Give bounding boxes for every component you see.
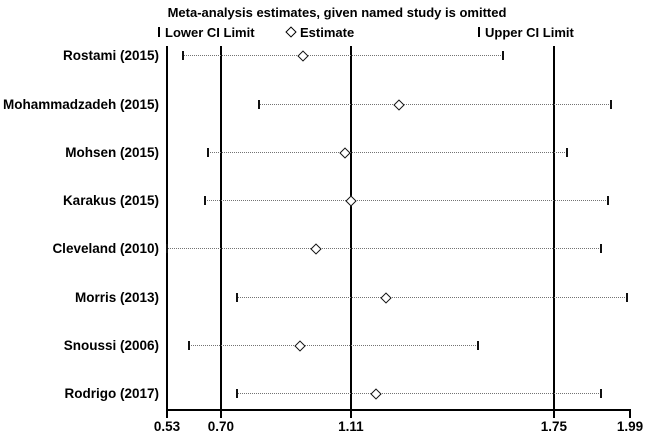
lower-ci-cap [257,99,260,109]
study-label: Karakus (2015) [62,193,159,209]
legend-upper-ci-label: Upper CI Limit [485,24,574,40]
axis-tick [166,411,168,418]
estimate-diamond [345,195,357,207]
reference-line [552,46,555,410]
axis-tick-label: 0.53 [153,419,181,434]
chart-title: Meta-analysis estimates, given named stu… [167,5,507,20]
legend-lower-ci: Lower CI Limit [158,24,255,40]
ci-line [208,151,567,153]
axis-tick-label: 1.11 [338,419,364,434]
legend-estimate: Estimate [285,24,355,40]
estimate-diamond [297,50,310,62]
axis-tick [629,411,631,418]
axis-tick [219,411,222,418]
ci-line [258,103,611,105]
legend-upper-ci: Upper CI Limit [478,24,574,40]
upper-ci-cap [625,292,628,302]
axis-tick [349,411,352,418]
upper-ci-cap [565,147,568,157]
upper-ci-cap [609,99,612,109]
reference-line [219,46,222,410]
x-axis-line [166,409,631,411]
reference-line [349,46,352,410]
estimate-diamond [338,147,351,159]
study-label: Rodrigo (2017) [64,386,159,402]
estimate-diamond [294,340,306,352]
upper-ci-cap [600,244,603,254]
study-label: Morris (2013) [74,289,159,305]
ci-line [236,393,602,395]
upper-ci-cap [606,196,609,206]
estimate-diamond-icon [285,26,297,38]
lower-ci-cap [204,196,207,206]
axis-tick [552,411,555,418]
study-label: Snoussi (2006) [63,338,159,353]
legend-lower-ci-label: Lower CI Limit [165,24,255,40]
y-axis-line [166,46,168,410]
study-label: Rostami (2015) [62,48,159,64]
axis-tick-label: 0.70 [207,419,235,434]
upper-ci-cap [476,341,479,350]
lower-ci-cap [235,389,238,399]
ci-line [189,345,478,346]
lower-ci-cap [207,147,210,157]
upper-ci-marker-icon [478,27,480,37]
axis-tick-label: 1.99 [616,419,644,434]
study-label: Cleveland (2010) [52,241,159,257]
lower-ci-marker-icon [158,27,160,37]
study-label: Mohsen (2015) [65,144,159,160]
estimate-diamond [380,292,392,304]
ci-line [182,55,504,57]
estimate-diamond [392,98,405,111]
axis-tick-label: 1.75 [540,419,568,434]
study-label: Mohammadzadeh (2015) [2,96,159,112]
lower-ci-cap [188,341,191,350]
upper-ci-cap [502,51,505,61]
estimate-diamond [310,243,322,256]
ci-line [205,200,608,202]
legend-estimate-label: Estimate [300,24,355,40]
lower-ci-cap [235,292,238,302]
lower-ci-cap [181,51,184,61]
estimate-diamond [370,388,382,400]
upper-ci-cap [600,389,603,399]
lower-ci-cap [166,244,168,254]
ci-line [236,296,627,298]
ci-line [167,248,602,250]
